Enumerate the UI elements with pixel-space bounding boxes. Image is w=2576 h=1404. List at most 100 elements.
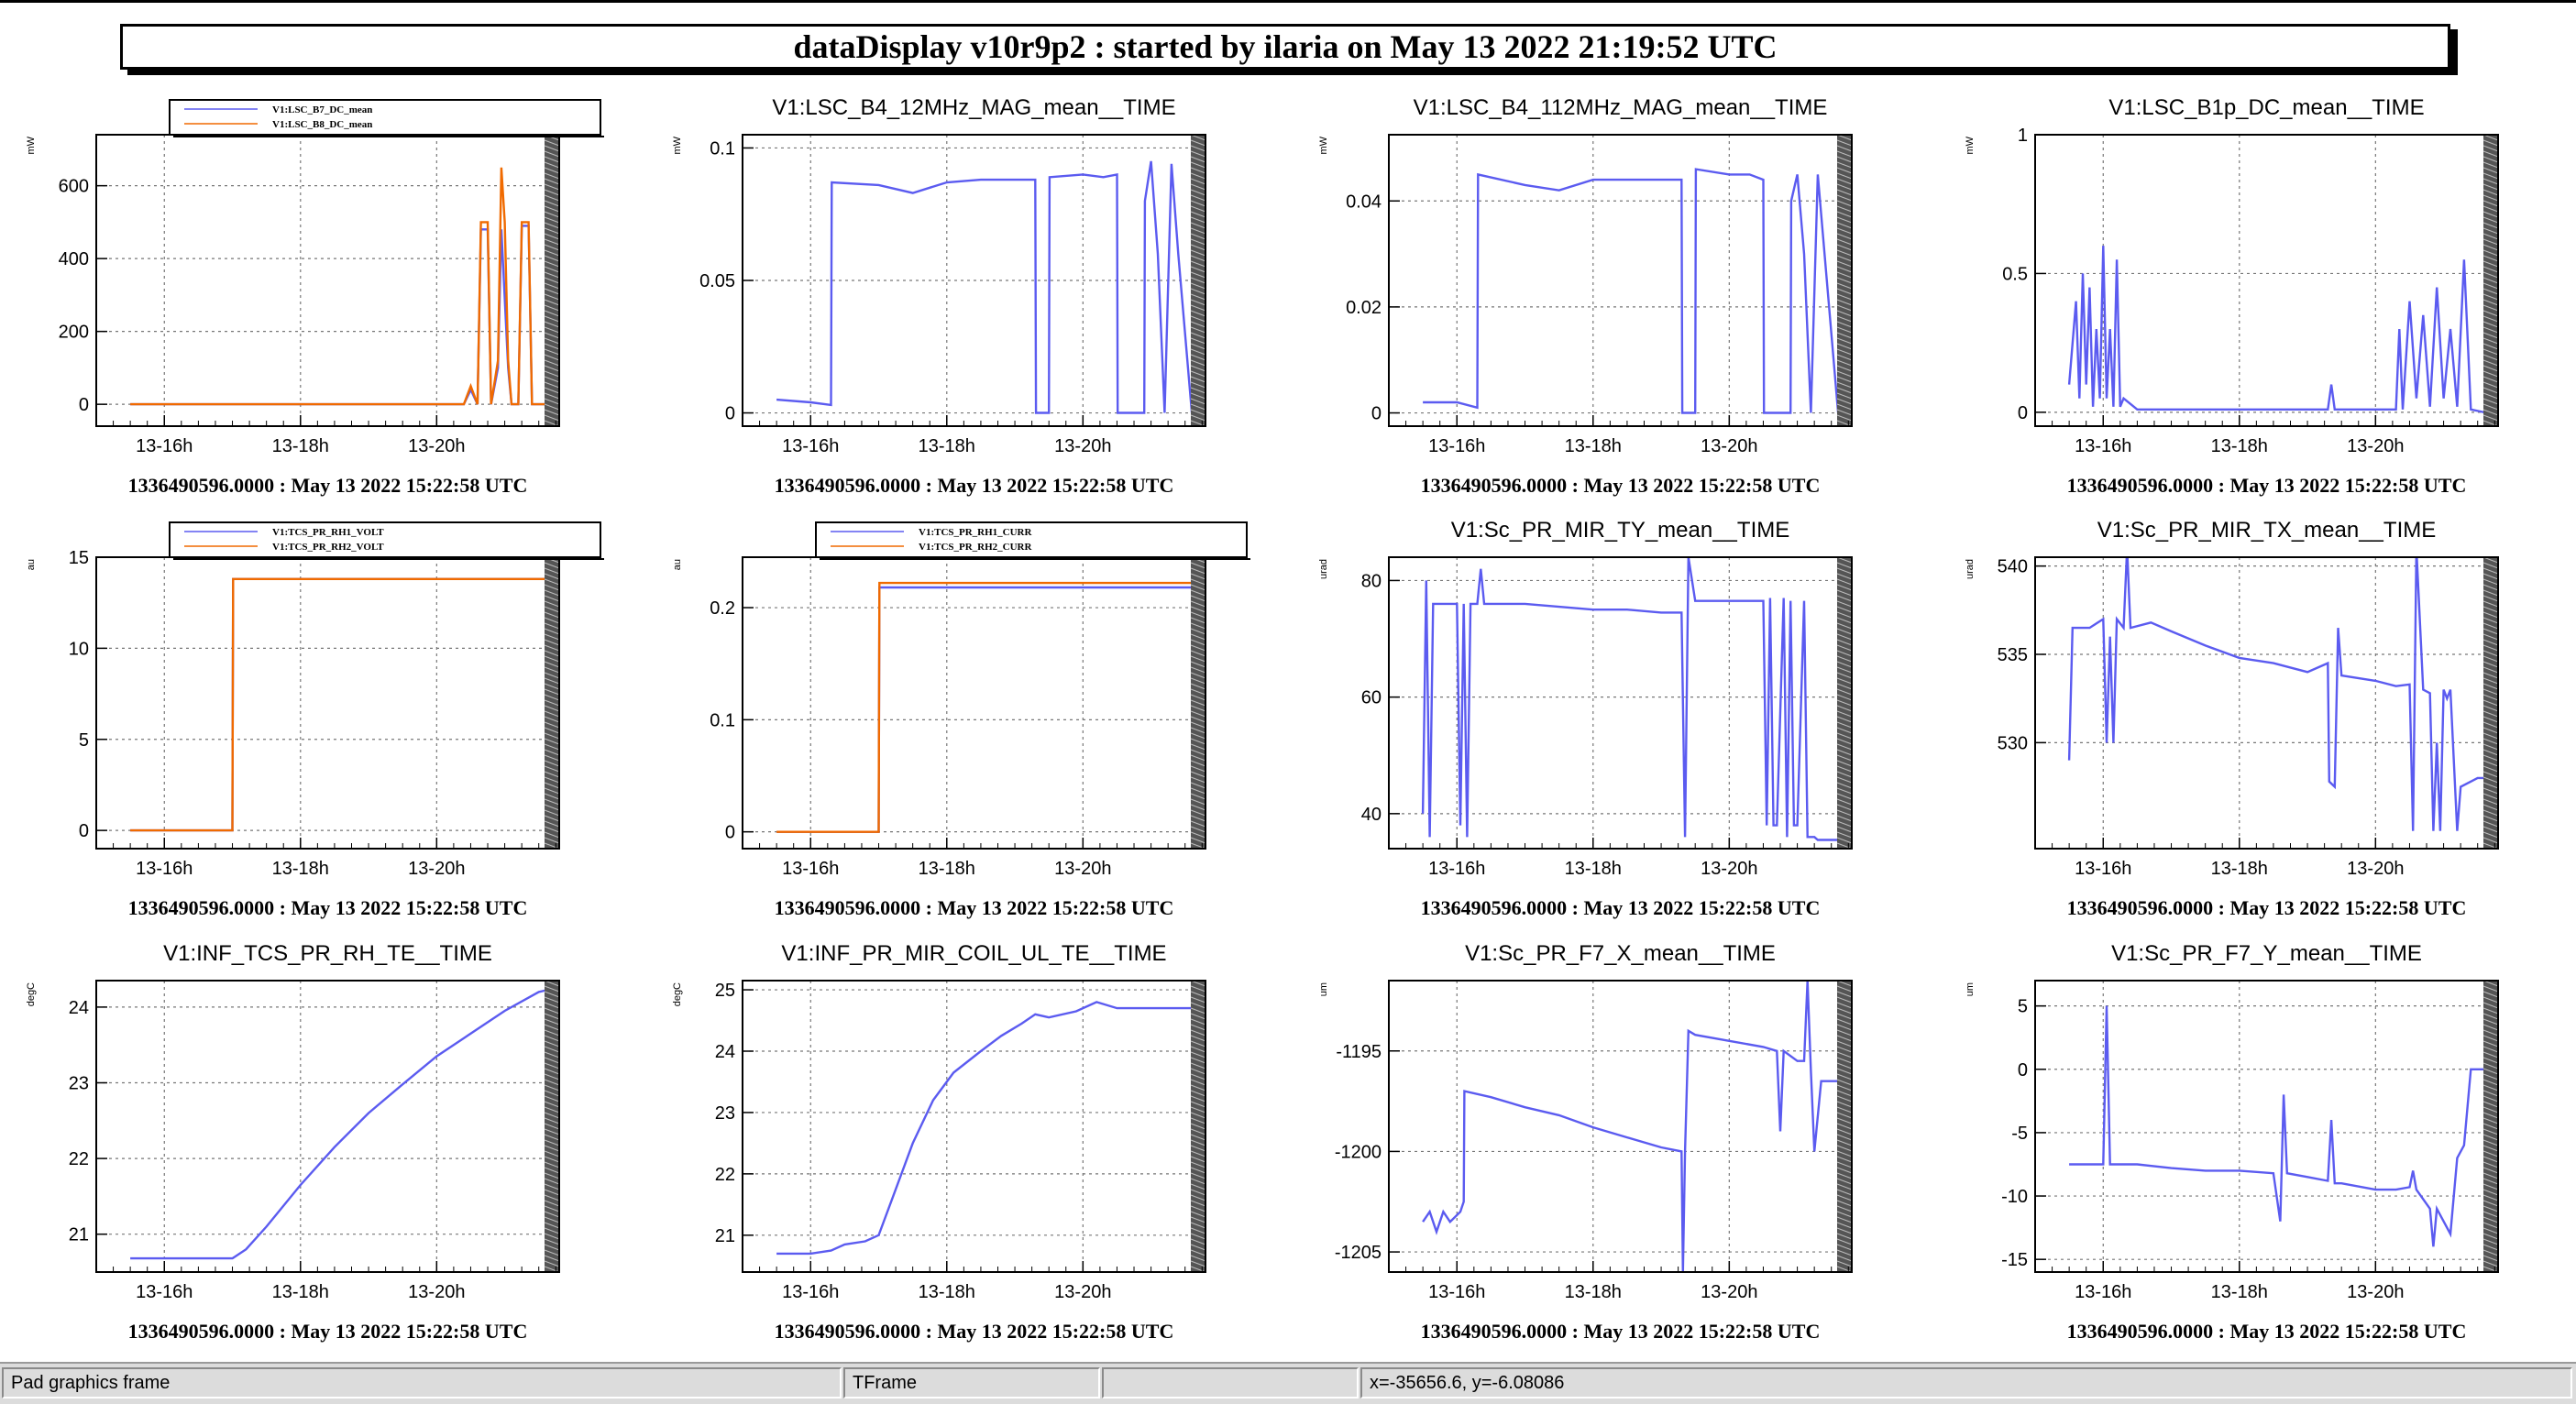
- chart-time-label: 1336490596.0000 : May 13 2022 15:22:58 U…: [128, 474, 528, 497]
- hatched-band-line: [1190, 1233, 1206, 1240]
- hatched-band-line: [544, 749, 560, 756]
- y-tick-label: 0: [725, 823, 735, 843]
- hatched-band-line: [1190, 370, 1206, 378]
- hatched-band-line: [1190, 299, 1206, 306]
- hatched-band-line: [1836, 1046, 1853, 1053]
- hatched-band-line: [2482, 1051, 2499, 1058]
- hatched-band-line: [2482, 266, 2499, 273]
- hatched-band-line: [1190, 310, 1206, 317]
- hatched-band-line: [1836, 266, 1853, 273]
- hatched-band-line: [1190, 820, 1206, 828]
- hatched-band-line: [1836, 562, 1853, 569]
- hatched-band-line: [1836, 820, 1853, 828]
- hatched-band-line: [2482, 650, 2499, 657]
- hatched-band-line: [544, 238, 560, 246]
- hatched-band-line: [2482, 271, 2499, 279]
- y-tick-label: 24: [715, 1042, 735, 1062]
- hatched-band-line: [2482, 721, 2499, 729]
- hatched-band-line: [1190, 244, 1206, 251]
- hatched-band-line: [1836, 1150, 1853, 1157]
- series-line-2: [776, 581, 1191, 833]
- hatched-band-line: [2482, 260, 2499, 268]
- hatched-band-line: [2482, 584, 2499, 591]
- hatched-band-line: [2482, 1046, 2499, 1053]
- chart-panel-8: 530 535 540 13-16h 13-18h 13-20h urad V1:Sc_PR_…: [1965, 518, 2499, 919]
- hatched-band-line: [1836, 1200, 1853, 1207]
- hatched-band-line: [544, 1002, 560, 1009]
- hatched-band-line: [544, 1112, 560, 1119]
- hatched-band-line: [1190, 1128, 1206, 1135]
- hatched-band-line: [1190, 1145, 1206, 1152]
- hatched-band-line: [2482, 189, 2499, 196]
- x-tick-label: 13-18h: [2211, 859, 2268, 879]
- hatched-band-line: [1836, 271, 1853, 279]
- hatched-band-line: [2482, 1073, 2499, 1080]
- hatched-band-line: [2482, 414, 2499, 422]
- y-tick-label: -10: [2001, 1187, 2028, 1207]
- hatched-band-line: [2482, 200, 2499, 207]
- hatched-band-line: [2482, 639, 2499, 646]
- x-tick-label: 13-20h: [1701, 436, 1757, 456]
- hatched-band-line: [544, 288, 560, 295]
- x-tick-label: 13-20h: [2347, 436, 2404, 456]
- hatched-band-line: [1190, 644, 1206, 652]
- hatched-band-line: [544, 1249, 560, 1256]
- hatched-band-line: [544, 677, 560, 685]
- hatched-band-line: [2482, 1205, 2499, 1212]
- hatched-band-line: [2482, 1084, 2499, 1091]
- hatched-band-line: [2482, 1024, 2499, 1031]
- hatched-band-line: [2482, 293, 2499, 301]
- hatched-band-line: [2482, 299, 2499, 306]
- hatched-band-line: [544, 409, 560, 416]
- hatched-band-line: [544, 1222, 560, 1229]
- hatched-band-line: [2482, 1211, 2499, 1218]
- x-tick-label: 13-18h: [1565, 1282, 1622, 1302]
- hatched-band-line: [544, 1013, 560, 1020]
- hatched-band-line: [2482, 771, 2499, 778]
- hatched-band-line: [1190, 798, 1206, 806]
- y-tick-label: 0: [2018, 1060, 2028, 1080]
- hatched-band-line: [1190, 1046, 1206, 1053]
- legend-label: V1:LSC_B7_DC_mean: [272, 104, 372, 115]
- hatched-band-line: [1190, 710, 1206, 718]
- hatched-band-line: [1836, 1189, 1853, 1196]
- hatched-band-line: [2482, 343, 2499, 350]
- y-axis-label: urad: [1318, 559, 1329, 579]
- y-axis-label: um: [1318, 982, 1329, 996]
- chart-title: V1:LSC_B1p_DC_mean__TIME: [2108, 95, 2424, 120]
- hatched-band-line: [1836, 255, 1853, 262]
- hatched-band-line: [1836, 332, 1853, 339]
- hatched-band-line: [1836, 1216, 1853, 1223]
- plot-frame-bg: [1389, 135, 1852, 426]
- hatched-band-line: [2482, 310, 2499, 317]
- hatched-band-line: [2482, 826, 2499, 833]
- hatched-band-line: [1836, 211, 1853, 218]
- y-tick-label: -1195: [1336, 1042, 1382, 1062]
- hatched-band-line: [544, 244, 560, 251]
- hatched-band-line: [544, 1018, 560, 1026]
- hatched-band-line: [544, 1040, 560, 1048]
- hatched-band-line: [2482, 600, 2499, 608]
- hatched-band-line: [2482, 732, 2499, 740]
- hatched-band-line: [1836, 738, 1853, 745]
- hatched-band-line: [2482, 798, 2499, 806]
- series-line-1: [2067, 557, 2483, 831]
- hatched-band-line: [544, 277, 560, 284]
- hatched-band-line: [1190, 578, 1206, 586]
- hatched-band-line: [2482, 1128, 2499, 1135]
- x-tick-label: 13-16h: [782, 436, 839, 456]
- hatched-band-line: [544, 403, 560, 411]
- hatched-band-line: [1190, 178, 1206, 185]
- hatched-band-line: [1836, 321, 1853, 328]
- hatched-band-line: [1836, 288, 1853, 295]
- hatched-band-line: [1190, 139, 1206, 147]
- hatched-band-line: [544, 310, 560, 317]
- status-bar: Pad graphics frame TFrame x=-35656.6, y=…: [0, 1362, 2576, 1404]
- chart-panel-11: -1205 -1200 -1195 13-16h 13-18h 13-20h um V1:Sc…: [1318, 941, 1853, 1343]
- hatched-band-line: [544, 721, 560, 729]
- x-tick-label: 13-20h: [408, 859, 465, 879]
- chart-time-label: 1336490596.0000 : May 13 2022 15:22:58 U…: [1421, 474, 1821, 497]
- hatched-band-line: [1836, 189, 1853, 196]
- hatched-band-line: [2482, 326, 2499, 334]
